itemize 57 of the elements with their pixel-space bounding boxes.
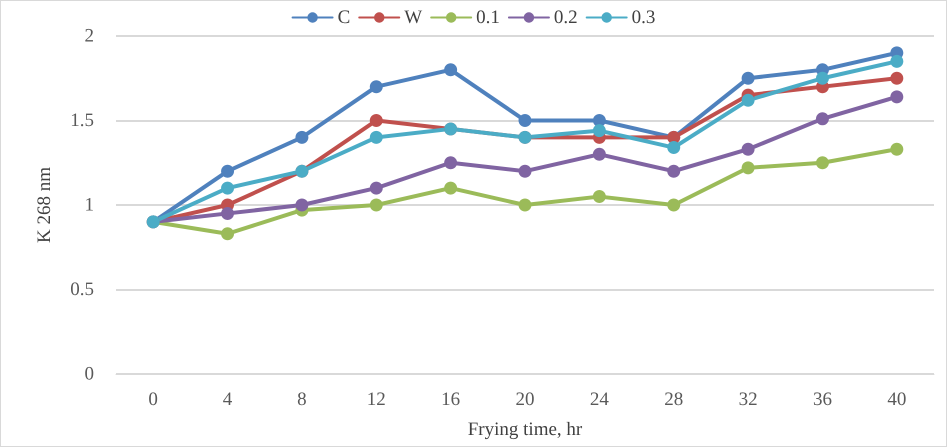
point xyxy=(370,182,383,195)
x-tick-label: 28 xyxy=(664,389,684,410)
y-tick-label: 1 xyxy=(84,194,94,216)
point xyxy=(742,142,755,156)
point xyxy=(518,198,532,212)
point xyxy=(444,63,458,76)
x-tick-label: 24 xyxy=(590,389,610,410)
y-tick-label: 1.5 xyxy=(70,110,94,131)
x-tick-label: 16 xyxy=(441,389,460,410)
point xyxy=(890,54,904,68)
x-tick-label: 40 xyxy=(887,389,906,410)
point xyxy=(592,190,606,204)
point xyxy=(816,72,829,85)
y-axis-title: K 268 nm xyxy=(34,166,55,243)
point xyxy=(444,156,458,170)
point xyxy=(667,198,680,212)
x-tick-label: 0 xyxy=(148,389,158,410)
point xyxy=(890,90,904,104)
y-tick-label: 0.5 xyxy=(70,279,94,300)
point xyxy=(816,156,829,170)
point xyxy=(221,182,234,195)
point xyxy=(295,130,308,144)
x-tick-label: 32 xyxy=(738,389,758,410)
point xyxy=(370,198,383,212)
point xyxy=(370,114,383,127)
legend-label: 0.1 xyxy=(476,7,500,28)
point xyxy=(890,142,904,156)
point xyxy=(592,148,606,161)
point xyxy=(742,72,755,85)
x-tick-label: 20 xyxy=(516,389,534,410)
point xyxy=(370,80,383,94)
point xyxy=(444,182,458,195)
x-tick-label: 36 xyxy=(812,389,832,410)
point xyxy=(890,72,904,85)
point xyxy=(518,164,532,178)
point xyxy=(221,164,234,178)
x-axis-title: Frying time, hr xyxy=(468,419,583,440)
y-tick-label: 2 xyxy=(84,26,94,46)
x-tick-label: 12 xyxy=(366,389,386,410)
point xyxy=(221,206,234,220)
legend-label: C xyxy=(338,7,350,28)
point xyxy=(295,198,308,212)
legend-label: W xyxy=(404,7,422,28)
point xyxy=(667,141,680,154)
x-tick-label: 8 xyxy=(297,389,307,410)
legend-label: 0.2 xyxy=(554,7,578,28)
legend-label: 0.3 xyxy=(632,7,656,28)
point xyxy=(592,124,606,138)
point xyxy=(742,94,755,107)
point xyxy=(518,114,532,127)
point xyxy=(667,164,680,178)
x-tick-label: 4 xyxy=(222,389,233,410)
point xyxy=(370,130,383,144)
point xyxy=(221,227,234,240)
y-tick-label: 0 xyxy=(84,364,94,384)
point xyxy=(742,161,755,174)
point xyxy=(816,112,829,126)
